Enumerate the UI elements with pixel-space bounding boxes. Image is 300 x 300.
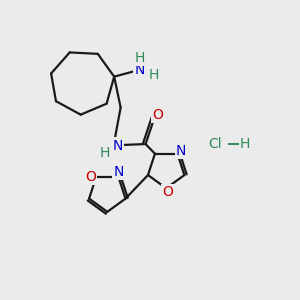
Text: H: H: [134, 51, 145, 65]
Text: O: O: [152, 108, 163, 122]
Text: N: N: [176, 144, 186, 158]
Text: H: H: [240, 137, 250, 151]
Text: N: N: [112, 139, 123, 153]
Text: O: O: [85, 170, 96, 184]
Text: Cl: Cl: [208, 137, 222, 151]
Text: N: N: [134, 63, 145, 77]
Text: H: H: [99, 146, 110, 160]
Text: O: O: [162, 185, 173, 199]
Text: H: H: [148, 68, 158, 83]
Text: N: N: [113, 165, 124, 179]
